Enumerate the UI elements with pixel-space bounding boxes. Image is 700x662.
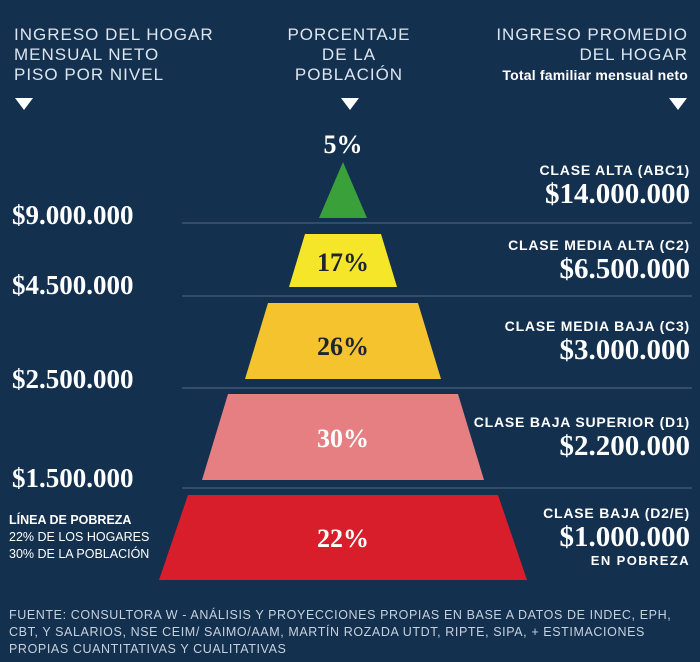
pyramid-level-2 [289,234,397,287]
class-amount: $3.000.000 [559,334,691,366]
header-center-line: DE LA [321,45,377,64]
threshold-label: $4.500.000 [12,270,134,300]
poverty-line-title: LÍNEA DE POBREZA [9,513,132,527]
header-left-line: PISO POR NIVEL [14,65,165,84]
class-amount: $6.500.000 [559,253,691,285]
class-block-d1: CLASE BAJA SUPERIOR (D1) $2.200.000 [474,414,690,462]
class-name: CLASE MEDIA ALTA (C2) [508,237,690,253]
header-right-line: DEL HOGAR [579,45,688,64]
class-amount: $14.000.000 [545,178,690,210]
arrow-down-icon [15,98,33,110]
pyramid-level-5 [159,495,527,580]
class-name: CLASE ALTA (ABC1) [539,162,690,178]
percent-level-3: 26% [317,332,369,361]
class-amount: $2.200.000 [559,430,691,462]
percent-level-4: 30% [317,424,369,453]
header-right-subtitle: Total familiar mensual neto [502,67,688,83]
header-center: PORCENTAJE DE LA POBLACIÓN [268,25,430,85]
class-amount: $1.000.000 [559,521,691,553]
poverty-line-box: LÍNEA DE POBREZA 22% DE LOS HOGARES 30% … [9,512,149,563]
poverty-note: EN POBREZA [590,553,690,568]
arrow-down-icon [669,98,687,110]
arrow-down-icon [341,98,359,110]
header-right: INGRESO PROMEDIO DEL HOGAR Total familia… [496,25,688,85]
header-left: INGRESO DEL HOGAR MENSUAL NETO PISO POR … [14,25,214,85]
pyramid-level-4 [202,394,484,480]
header-left-line: MENSUAL NETO [14,45,160,64]
header-left-line: INGRESO DEL HOGAR [14,25,214,44]
poverty-line-stat: 22% DE LOS HOGARES [9,530,150,544]
class-name: CLASE MEDIA BAJA (C3) [504,318,690,334]
class-block-d2e: CLASE BAJA (D2/E) $1.000.000 EN POBREZA [543,505,690,568]
pyramid-level-1 [319,162,367,218]
percent-level-2: 17% [317,248,369,277]
class-block-c3: CLASE MEDIA BAJA (C3) $3.000.000 [505,318,690,366]
threshold-label: $2.500.000 [12,364,134,394]
class-block-c2: CLASE MEDIA ALTA (C2) $6.500.000 [508,237,690,285]
header-center-line: PORCENTAJE [287,25,411,44]
class-block-abc1: CLASE ALTA (ABC1) $14.000.000 [540,162,690,210]
source-note: FUENTE: CONSULTORA W - ANÁLISIS Y PROYEC… [9,608,672,656]
threshold-label: $9.000.000 [12,200,134,230]
header-right-line: INGRESO PROMEDIO [496,25,688,44]
pyramid-level-3 [245,303,441,379]
poverty-line-stat: 30% DE LA POBLACIÓN [9,547,150,561]
class-name: CLASE BAJA SUPERIOR (D1) [473,414,690,430]
threshold-label: $1.500.000 [12,463,134,493]
header-center-line: POBLACIÓN [294,65,404,84]
class-name: CLASE BAJA (D2/E) [543,505,690,521]
percent-level-1: 5% [323,130,363,159]
percent-level-5: 22% [317,524,369,553]
